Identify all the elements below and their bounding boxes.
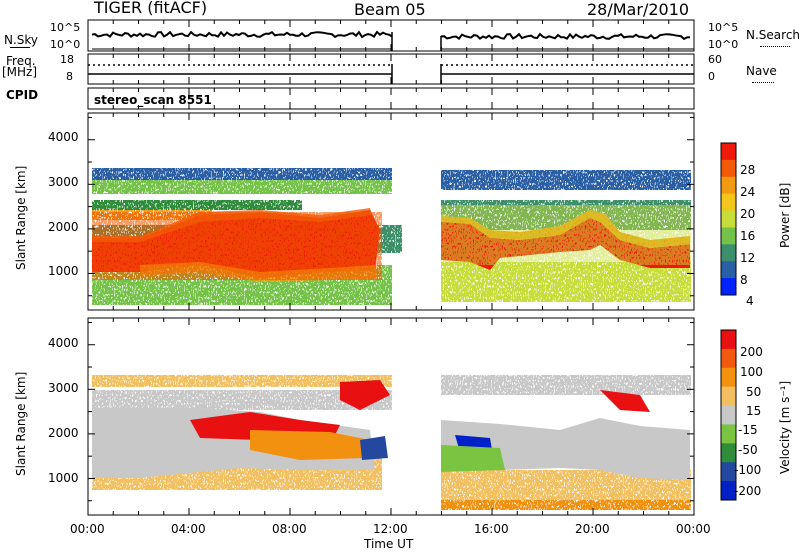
power-colorbar [720, 142, 737, 296]
noise-traces [91, 30, 694, 51]
velocity-ytick-3000: 3000 [48, 381, 79, 395]
power-heatmap [92, 168, 691, 305]
freq-unit-label: [MHz] [2, 65, 38, 79]
velocity-ylabel: Slant Range [km] [14, 371, 28, 476]
colorbar-swatch [721, 193, 736, 212]
freq-traces [88, 64, 694, 84]
colorbar-swatch [721, 367, 736, 388]
colorbar-swatch [721, 210, 736, 228]
velocity-ytick-2000: 2000 [48, 426, 79, 440]
xtick-0400: 04:00 [171, 522, 206, 536]
freq-label: Freq. [6, 54, 36, 68]
power-ytick-2000: 2000 [48, 220, 79, 234]
colorbar-swatch [721, 261, 736, 279]
colorbar-swatch [721, 462, 736, 482]
cpid-value: stereo_scan 8551 [94, 93, 212, 107]
colorbar-frame [720, 329, 737, 501]
colorbar-swatch [721, 278, 736, 296]
xaxis-title: Time UT [364, 537, 414, 551]
beam-label: Beam 05 [354, 0, 426, 19]
nsearch-line-key [760, 46, 790, 47]
power-colorbar-label: Power [dB] [778, 182, 792, 248]
colorbar-frame [720, 142, 737, 296]
velocity-colorbar [720, 329, 737, 501]
nave-tick-bottom: 0 [708, 70, 715, 83]
colorbar-swatch [721, 386, 736, 407]
colorbar-swatch [721, 244, 736, 262]
colorbar-swatch [721, 159, 736, 178]
cpid-label: CPID [6, 88, 39, 102]
xtick-0800: 08:00 [272, 522, 307, 536]
colorbar-swatch [721, 227, 736, 245]
velocity-heatmap [92, 375, 691, 510]
colorbar-swatch [721, 405, 736, 425]
colorbar-swatch [721, 481, 736, 501]
velocity-ytick-1000: 1000 [48, 471, 79, 485]
noise-tick-right-top: 10^5 [708, 21, 739, 34]
power-ytick-4000: 4000 [48, 130, 79, 144]
nsearch-label: N.Search [746, 28, 800, 42]
colorbar-swatch [721, 348, 736, 369]
nsky-line-key [10, 47, 30, 48]
xtick-1600: 16:00 [474, 522, 509, 536]
colorbar-swatch [721, 330, 736, 350]
power-ylabel: Slant Range [km] [14, 165, 28, 270]
freq-tick-bottom: 8 [66, 70, 73, 83]
nave-label: Nave [746, 64, 777, 78]
noise-tick-left-bottom: 10^0 [50, 38, 81, 51]
velocity-ytick-4000: 4000 [48, 336, 79, 350]
radar-title: TIGER (fitACF) [94, 0, 208, 17]
nave-line-key [752, 82, 774, 83]
power-ytick-3000: 3000 [48, 175, 79, 189]
noise-tick-right-bottom: 10^0 [708, 38, 739, 51]
colorbar-swatch [721, 176, 736, 195]
colorbar-swatch [721, 443, 736, 463]
xtick-1200: 12:00 [373, 522, 408, 536]
nsky-label: N.Sky [4, 33, 39, 47]
colorbar-swatch [721, 424, 736, 444]
xtick-2400: 00:00 [676, 522, 711, 536]
xtick-2000: 20:00 [575, 522, 610, 536]
velocity-colorbar-label: Velocity [m s⁻¹] [778, 380, 792, 474]
colorbar-swatch [721, 143, 736, 161]
power-ytick-1000: 1000 [48, 264, 79, 278]
date-label: 28/Mar/2010 [587, 0, 690, 19]
freq-tick-top: 18 [60, 53, 74, 66]
nave-tick-top: 60 [708, 53, 722, 66]
xtick-0000: 00:00 [70, 522, 105, 536]
noise-tick-left-top: 10^5 [50, 21, 81, 34]
